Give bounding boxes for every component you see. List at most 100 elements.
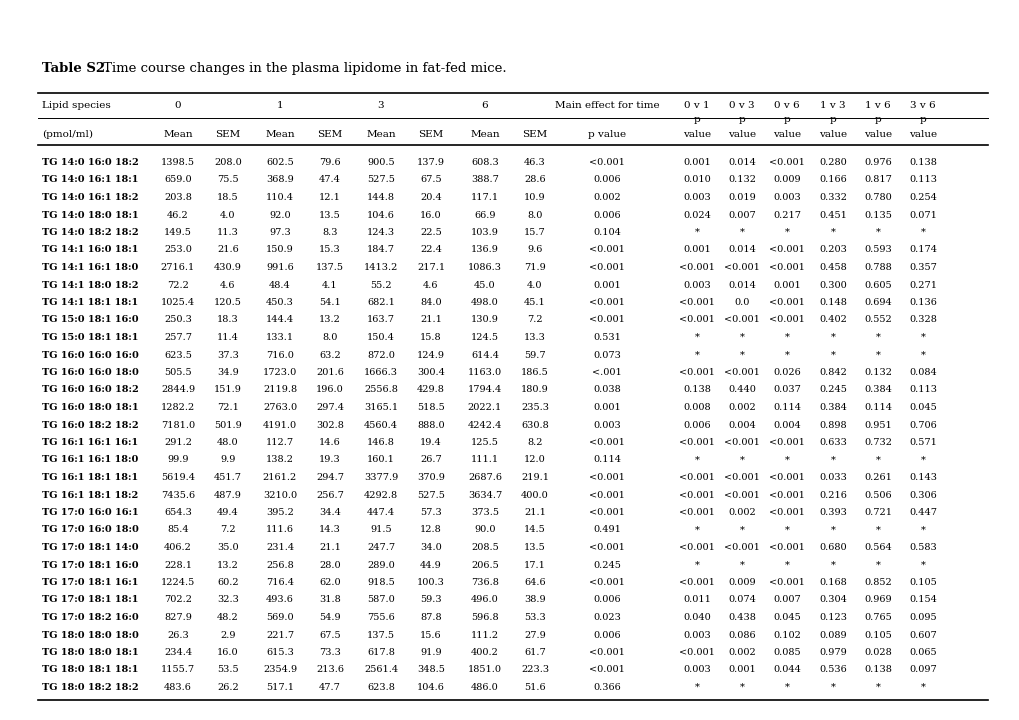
Text: 10.9: 10.9 [524, 193, 545, 202]
Text: 8.3: 8.3 [322, 228, 337, 237]
Text: 289.0: 289.0 [367, 560, 394, 570]
Text: <0.001: <0.001 [589, 543, 625, 552]
Text: 0.026: 0.026 [772, 368, 800, 377]
Text: 0.003: 0.003 [772, 193, 800, 202]
Text: 21.1: 21.1 [319, 543, 340, 552]
Text: 4.1: 4.1 [322, 281, 337, 289]
Text: 716.0: 716.0 [266, 351, 293, 359]
Text: value: value [818, 130, 846, 139]
Text: 0.114: 0.114 [863, 403, 892, 412]
Text: 0.531: 0.531 [592, 333, 621, 342]
Text: 133.1: 133.1 [266, 333, 293, 342]
Text: *: * [739, 333, 744, 342]
Text: 196.0: 196.0 [316, 385, 343, 395]
Text: *: * [874, 456, 879, 464]
Text: 0.114: 0.114 [772, 403, 800, 412]
Text: *: * [739, 351, 744, 359]
Text: p: p [828, 115, 836, 124]
Text: 71.9: 71.9 [524, 263, 545, 272]
Text: 0.136: 0.136 [908, 298, 936, 307]
Text: TG 14:0 16:1 18:1: TG 14:0 16:1 18:1 [42, 176, 139, 184]
Text: TG 16:0 16:0 18:0: TG 16:0 16:0 18:0 [42, 368, 139, 377]
Text: 9.6: 9.6 [527, 246, 542, 254]
Text: p: p [738, 115, 745, 124]
Text: 0.113: 0.113 [908, 385, 936, 395]
Text: *: * [829, 526, 835, 534]
Text: 0.898: 0.898 [818, 420, 846, 430]
Text: 5619.4: 5619.4 [161, 473, 195, 482]
Text: <0.001: <0.001 [723, 473, 759, 482]
Text: 0.605: 0.605 [863, 281, 891, 289]
Text: 14.3: 14.3 [319, 526, 340, 534]
Text: 0.014: 0.014 [728, 281, 755, 289]
Text: 45.0: 45.0 [474, 281, 495, 289]
Text: 223.3: 223.3 [521, 665, 548, 675]
Text: 0.001: 0.001 [592, 281, 621, 289]
Text: 15.3: 15.3 [319, 246, 340, 254]
Text: 250.3: 250.3 [164, 315, 192, 325]
Text: 0.607: 0.607 [908, 631, 936, 639]
Text: 120.5: 120.5 [214, 298, 242, 307]
Text: 3: 3 [377, 101, 384, 110]
Text: 4560.4: 4560.4 [364, 420, 397, 430]
Text: 1086.3: 1086.3 [468, 263, 501, 272]
Text: 0.097: 0.097 [908, 665, 936, 675]
Text: 0.004: 0.004 [728, 420, 755, 430]
Text: 0.003: 0.003 [592, 420, 621, 430]
Text: TG 17:0 16:0 16:1: TG 17:0 16:0 16:1 [42, 508, 139, 517]
Text: 221.7: 221.7 [266, 631, 293, 639]
Text: 63.2: 63.2 [319, 351, 340, 359]
Text: 150.4: 150.4 [367, 333, 394, 342]
Text: 3377.9: 3377.9 [364, 473, 397, 482]
Text: 26.3: 26.3 [167, 631, 189, 639]
Text: Main effect for time: Main effect for time [554, 101, 658, 110]
Text: 0: 0 [174, 101, 181, 110]
Text: 429.8: 429.8 [417, 385, 444, 395]
Text: 0.006: 0.006 [683, 420, 710, 430]
Text: 294.7: 294.7 [316, 473, 343, 482]
Text: 0.095: 0.095 [908, 613, 935, 622]
Text: 130.9: 130.9 [471, 315, 498, 325]
Text: 3 v 6: 3 v 6 [909, 101, 934, 110]
Text: 2.9: 2.9 [220, 631, 235, 639]
Text: 0.002: 0.002 [592, 193, 621, 202]
Text: 8.0: 8.0 [527, 210, 542, 220]
Text: 91.5: 91.5 [370, 526, 391, 534]
Text: *: * [784, 228, 789, 237]
Text: TG 14:0 18:0 18:1: TG 14:0 18:0 18:1 [42, 210, 139, 220]
Text: 110.4: 110.4 [266, 193, 293, 202]
Text: 12.1: 12.1 [319, 193, 340, 202]
Text: 0.024: 0.024 [683, 210, 710, 220]
Text: 0.951: 0.951 [863, 420, 891, 430]
Text: 7181.0: 7181.0 [161, 420, 195, 430]
Text: 0.384: 0.384 [818, 403, 846, 412]
Text: 137.5: 137.5 [316, 263, 343, 272]
Text: 0.564: 0.564 [863, 543, 891, 552]
Text: 97.3: 97.3 [269, 228, 290, 237]
Text: 0.010: 0.010 [683, 176, 710, 184]
Text: 400.0: 400.0 [521, 490, 548, 500]
Text: 615.3: 615.3 [266, 648, 293, 657]
Text: 137.5: 137.5 [367, 631, 394, 639]
Text: 614.4: 614.4 [471, 351, 498, 359]
Text: TG 16:1 18:1 18:1: TG 16:1 18:1 18:1 [42, 473, 138, 482]
Text: *: * [739, 526, 744, 534]
Text: TG 16:1 18:1 18:2: TG 16:1 18:1 18:2 [42, 490, 139, 500]
Text: 17.1: 17.1 [524, 560, 545, 570]
Text: 1 v 6: 1 v 6 [864, 101, 890, 110]
Text: *: * [874, 228, 879, 237]
Text: 18.5: 18.5 [217, 193, 238, 202]
Text: 0.552: 0.552 [863, 315, 891, 325]
Text: 0.006: 0.006 [593, 631, 621, 639]
Text: value: value [728, 130, 755, 139]
Text: 9.9: 9.9 [220, 456, 235, 464]
Text: 1224.5: 1224.5 [161, 578, 195, 587]
Text: 55.2: 55.2 [370, 281, 391, 289]
Text: 219.1: 219.1 [521, 473, 548, 482]
Text: 0.001: 0.001 [683, 158, 710, 167]
Text: 300.4: 300.4 [417, 368, 444, 377]
Text: p: p [919, 115, 925, 124]
Text: SEM: SEM [215, 130, 240, 139]
Text: SEM: SEM [317, 130, 342, 139]
Text: 3210.0: 3210.0 [263, 490, 297, 500]
